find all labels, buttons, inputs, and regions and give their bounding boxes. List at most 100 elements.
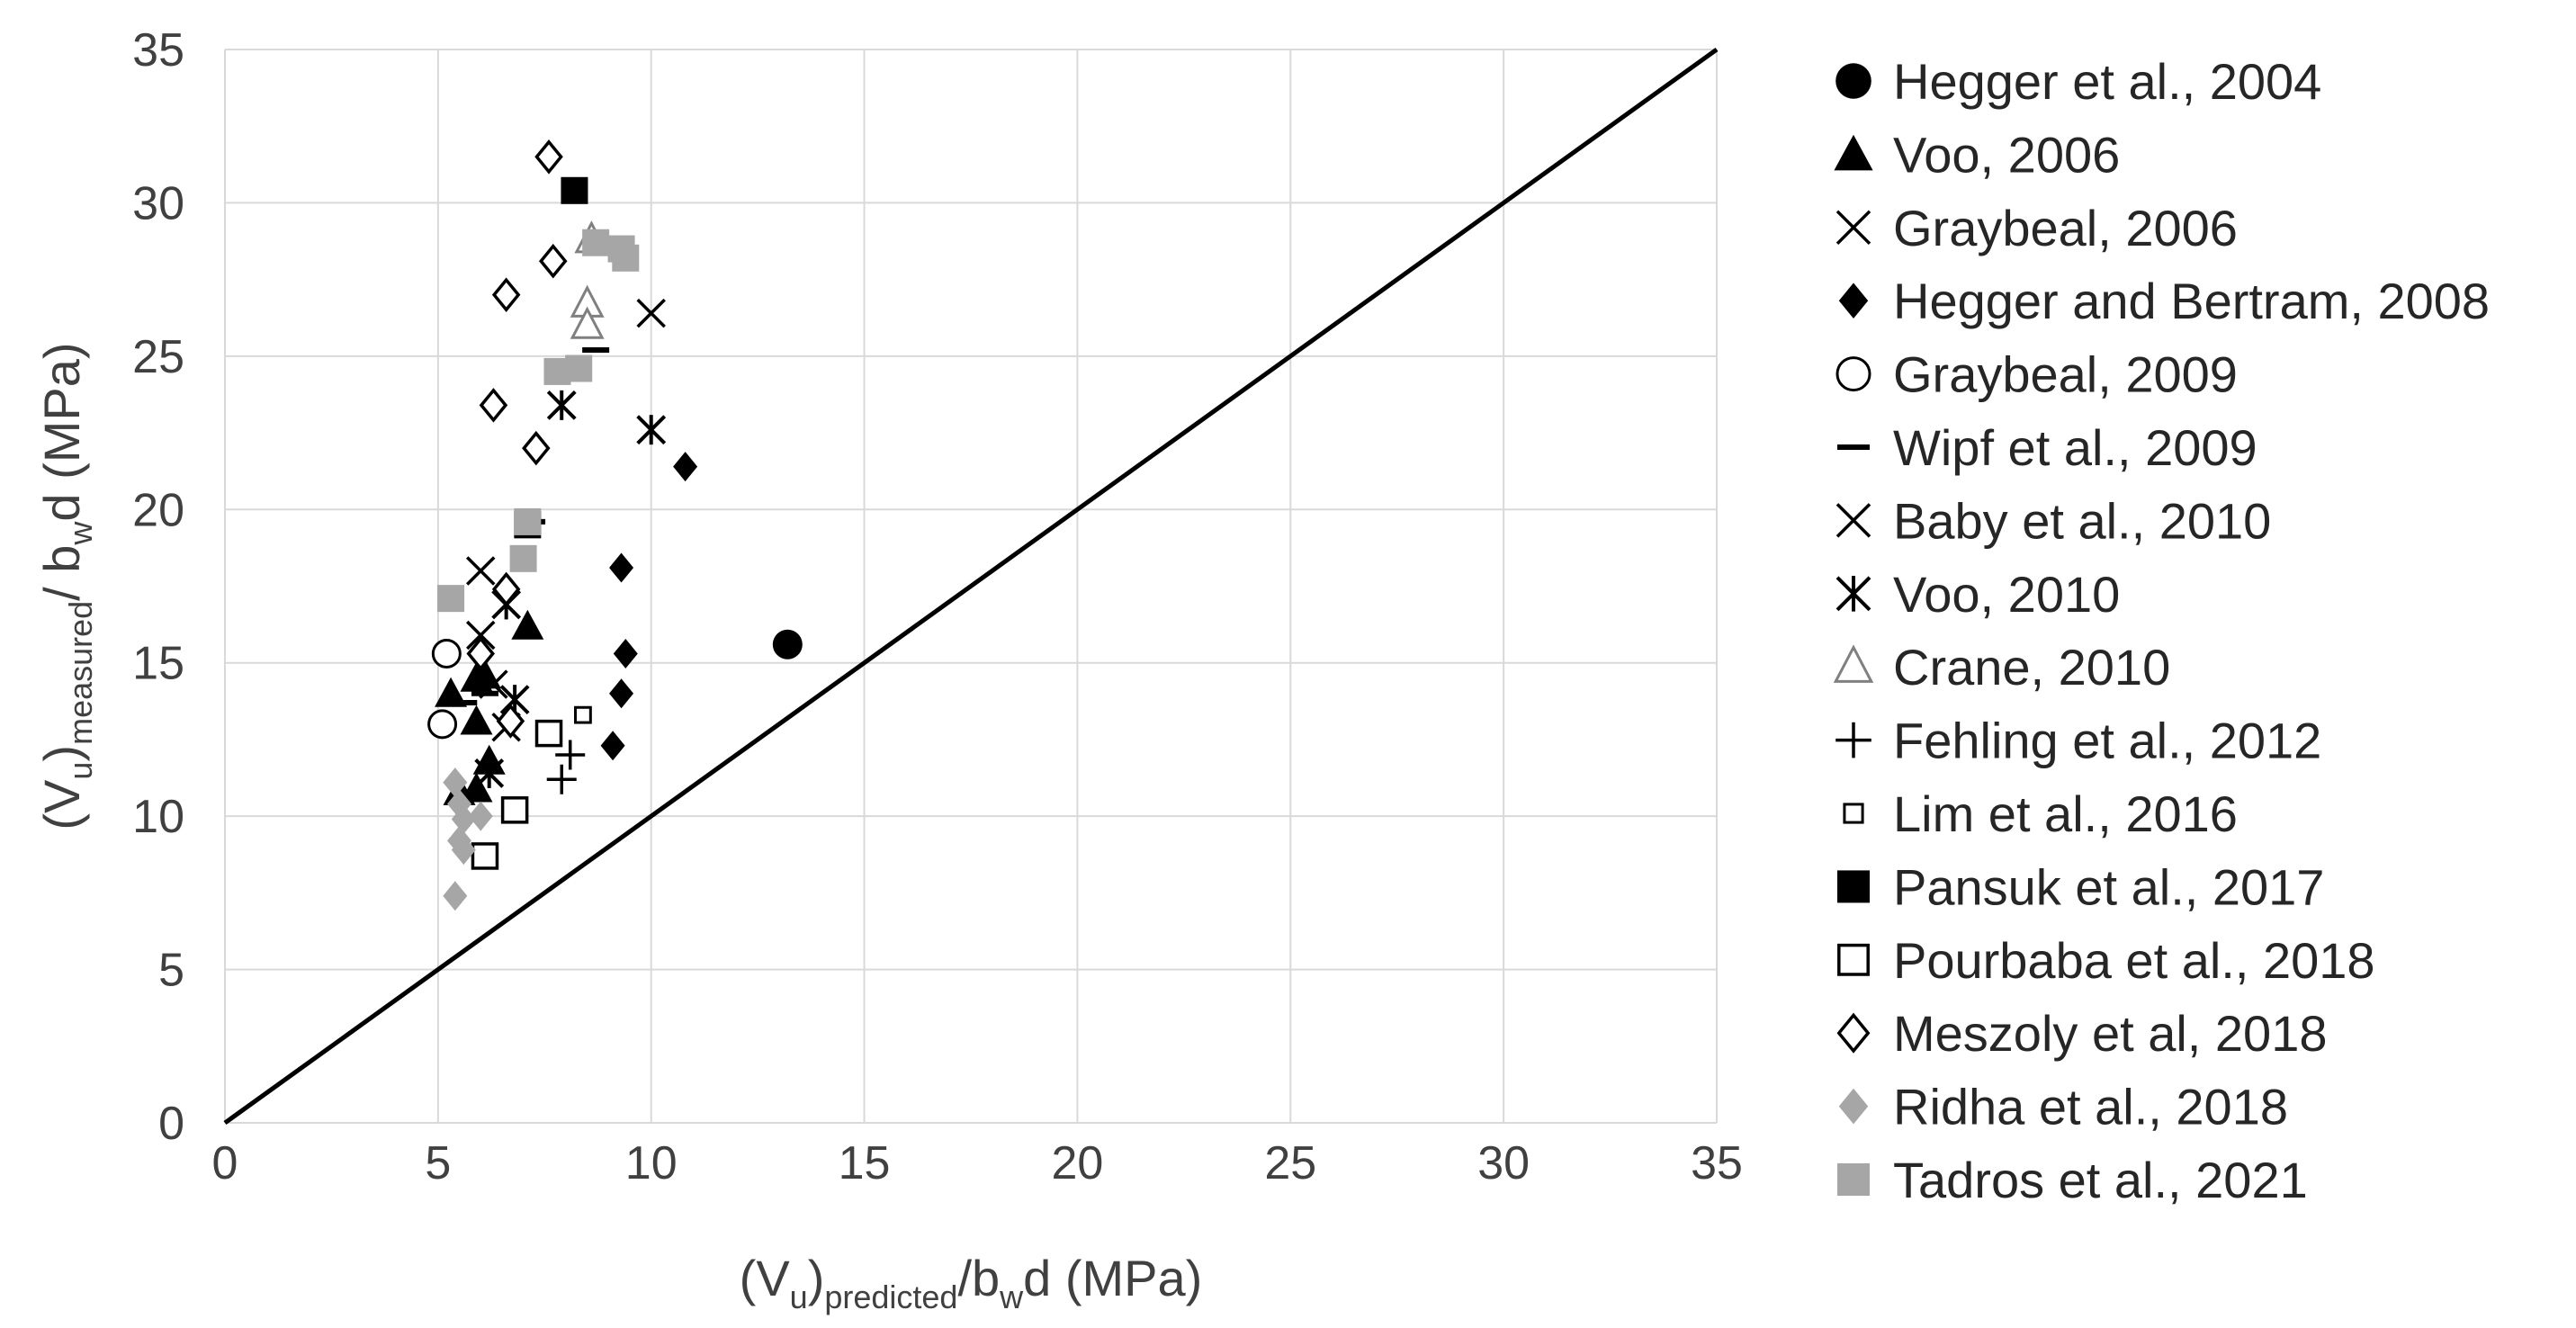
y-tick-label: 0 bbox=[158, 1098, 184, 1150]
data-point bbox=[479, 388, 508, 423]
x-tick-label: 5 bbox=[425, 1137, 451, 1189]
legend-label: Voo, 2010 bbox=[1893, 566, 2120, 623]
legend-marker bbox=[1836, 722, 1871, 758]
data-point bbox=[431, 638, 462, 668]
legend-marker bbox=[1836, 1012, 1871, 1054]
data-point bbox=[471, 842, 499, 870]
data-point bbox=[546, 390, 577, 420]
legend-item: Pansuk et al., 2017 bbox=[1837, 858, 2324, 915]
legend-item: Tadros et al., 2021 bbox=[1837, 1152, 2308, 1208]
legend: Hegger et al., 2004 Voo, 2006 Graybeal, 20… bbox=[1833, 53, 2490, 1208]
data-point bbox=[435, 677, 468, 707]
legend-marker bbox=[1836, 356, 1871, 392]
data-point bbox=[613, 638, 638, 668]
legend-marker bbox=[1836, 63, 1871, 99]
y-tick-label: 15 bbox=[132, 638, 184, 690]
legend-label: Voo, 2006 bbox=[1893, 126, 2120, 183]
legend-marker bbox=[1837, 943, 1870, 976]
data-point bbox=[636, 298, 666, 328]
legend-marker bbox=[1833, 644, 1874, 683]
data-points bbox=[427, 139, 803, 911]
y-tick-label: 30 bbox=[132, 177, 184, 229]
data-point bbox=[511, 609, 544, 640]
data-point bbox=[673, 452, 698, 482]
legend-item: Voo, 2010 bbox=[1836, 566, 2120, 623]
legend-marker bbox=[1836, 210, 1871, 246]
legend-item: Graybeal, 2006 bbox=[1836, 200, 2238, 256]
data-point bbox=[636, 415, 667, 445]
y-tick-label: 10 bbox=[132, 791, 184, 843]
legend-item: Wipf et al., 2009 bbox=[1837, 419, 2257, 476]
y-tick-label: 35 bbox=[132, 24, 184, 76]
legend-label: Crane, 2010 bbox=[1893, 639, 2170, 695]
data-point bbox=[460, 704, 493, 735]
legend-label: Hegger et al., 2004 bbox=[1893, 53, 2321, 110]
data-point bbox=[451, 835, 476, 866]
legend-marker bbox=[1837, 870, 1870, 903]
legend-item: Baby et al., 2010 bbox=[1836, 492, 2271, 549]
y-tick-label: 20 bbox=[132, 484, 184, 536]
data-point bbox=[570, 306, 605, 339]
data-point bbox=[468, 801, 493, 831]
data-point bbox=[555, 740, 586, 770]
y-tick-label: 5 bbox=[158, 945, 184, 997]
legend-marker bbox=[1834, 134, 1873, 171]
legend-marker bbox=[1838, 283, 1869, 319]
data-point bbox=[514, 507, 542, 535]
legend-label: Wipf et al., 2009 bbox=[1893, 419, 2257, 476]
data-point bbox=[500, 796, 529, 824]
data-point bbox=[600, 731, 625, 761]
legend-label: Meszoly et al, 2018 bbox=[1893, 1005, 2327, 1062]
legend-label: Hegger and Bertram, 2008 bbox=[1893, 273, 2490, 329]
legend-item: Hegger and Bertram, 2008 bbox=[1838, 273, 2490, 329]
data-point bbox=[427, 709, 458, 740]
y-tick-label: 25 bbox=[132, 331, 184, 383]
legend-marker bbox=[1838, 1088, 1869, 1125]
reference-line-group bbox=[223, 47, 1719, 1126]
data-point bbox=[443, 881, 468, 911]
x-tick-label: 25 bbox=[1264, 1137, 1316, 1189]
axis-ticks: 0 5 10 15 20 25 30 35 0 5 10 15 20 25 30 35 bbox=[132, 24, 1743, 1189]
legend-item: Hegger et al., 2004 bbox=[1836, 53, 2321, 110]
data-point bbox=[437, 585, 465, 613]
legend-item: Voo, 2006 bbox=[1834, 126, 2120, 183]
legend-item: Lim et al., 2016 bbox=[1843, 785, 2238, 842]
legend-marker bbox=[1837, 1163, 1870, 1196]
data-point bbox=[772, 629, 803, 660]
data-point bbox=[465, 620, 496, 651]
legend-label: Fehling et al., 2012 bbox=[1893, 713, 2321, 769]
data-point bbox=[534, 139, 563, 175]
x-tick-label: 10 bbox=[625, 1137, 678, 1189]
x-tick-label: 30 bbox=[1477, 1137, 1530, 1189]
data-point bbox=[609, 678, 634, 709]
y-axis-title: (Vu)measured/ bwd (MPa) bbox=[33, 342, 99, 830]
data-point bbox=[609, 552, 634, 583]
data-point bbox=[465, 556, 496, 586]
legend-label: Graybeal, 2006 bbox=[1893, 200, 2238, 256]
data-point bbox=[574, 705, 592, 724]
legend-item: Fehling et al., 2012 bbox=[1836, 713, 2321, 769]
legend-item: Meszoly et al, 2018 bbox=[1836, 1005, 2327, 1062]
reference-line bbox=[223, 47, 1719, 1126]
data-point bbox=[546, 764, 577, 794]
legend-item: Crane, 2010 bbox=[1833, 639, 2170, 695]
data-point bbox=[561, 176, 588, 204]
data-point bbox=[522, 430, 551, 466]
legend-label: Pourbaba et al., 2018 bbox=[1893, 932, 2375, 989]
data-point bbox=[491, 277, 521, 312]
legend-label: Pansuk et al., 2017 bbox=[1893, 858, 2324, 915]
x-tick-label: 0 bbox=[212, 1137, 238, 1189]
legend-item: Ridha et al., 2018 bbox=[1838, 1079, 2288, 1135]
data-point bbox=[466, 636, 495, 671]
data-point bbox=[612, 244, 640, 272]
x-tick-label: 15 bbox=[839, 1137, 891, 1189]
data-point bbox=[491, 571, 521, 607]
legend-label: Ridha et al., 2018 bbox=[1893, 1079, 2288, 1135]
x-tick-label: 20 bbox=[1052, 1137, 1104, 1189]
legend-marker bbox=[1836, 503, 1871, 538]
data-point bbox=[534, 719, 563, 748]
legend-item: Graybeal, 2009 bbox=[1836, 346, 2238, 403]
legend-label: Baby et al., 2010 bbox=[1893, 492, 2271, 549]
legend-label: Tadros et al., 2021 bbox=[1893, 1152, 2308, 1208]
